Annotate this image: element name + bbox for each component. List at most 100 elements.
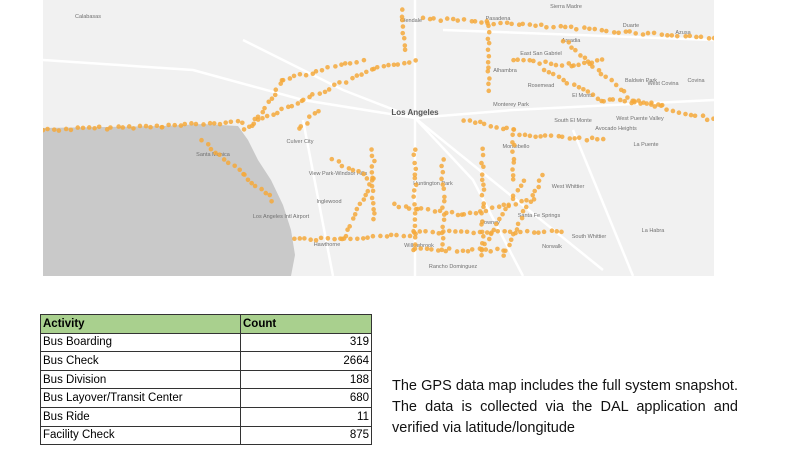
gps-point <box>56 128 62 133</box>
gps-point <box>569 63 574 69</box>
gps-map: Calabasas Glendale Pasadena Sierra Madre Dua… <box>43 0 714 276</box>
gps-point <box>205 141 211 147</box>
gps-point <box>551 24 556 30</box>
gps-point <box>441 157 446 162</box>
gps-point <box>469 19 475 24</box>
place-label: La Puente <box>633 142 658 148</box>
gps-point <box>401 233 407 239</box>
gps-point <box>352 212 358 217</box>
gps-point <box>603 74 608 80</box>
table-row: Bus Boarding 319 <box>40 332 372 353</box>
gps-point <box>345 227 350 233</box>
gps-point <box>576 62 581 68</box>
gps-point <box>455 212 461 218</box>
gps-point <box>264 113 270 119</box>
place-label: Avocado Heights <box>595 126 637 132</box>
gps-point <box>510 149 515 154</box>
count-cell: 188 <box>240 369 372 390</box>
gps-point <box>627 29 632 34</box>
gps-point <box>356 168 361 174</box>
gps-point <box>483 247 489 252</box>
gps-point <box>542 133 548 138</box>
gps-point <box>494 125 499 130</box>
count-cell: 319 <box>240 332 372 353</box>
gps-point <box>520 208 526 214</box>
gps-point <box>372 158 377 164</box>
gps-point <box>566 39 572 45</box>
gps-point <box>418 206 424 211</box>
gps-point <box>413 58 418 63</box>
gps-point <box>502 228 507 234</box>
gps-point <box>548 133 554 138</box>
gps-point <box>481 182 486 187</box>
gps-point <box>402 60 407 66</box>
gps-point <box>536 184 541 190</box>
gps-point <box>232 163 238 169</box>
gps-point <box>310 92 315 97</box>
gps-point <box>658 103 664 108</box>
gps-point <box>497 216 502 222</box>
gps-point <box>489 205 495 210</box>
gps-point <box>329 156 335 162</box>
gps-point <box>510 167 515 172</box>
gps-point <box>325 64 330 70</box>
gps-point <box>510 132 515 138</box>
gps-point <box>432 209 438 214</box>
gps-point <box>491 227 497 233</box>
gps-points <box>43 7 714 258</box>
gps-point <box>622 98 628 104</box>
place-label: Arcadia <box>562 38 582 44</box>
gps-point <box>479 192 485 198</box>
gps-point <box>80 125 86 131</box>
gps-point <box>182 121 188 127</box>
gps-point <box>241 127 247 132</box>
gps-point <box>518 183 524 189</box>
gps-point <box>446 246 452 251</box>
place-label: Inglewood <box>316 199 341 205</box>
gps-point <box>648 102 654 107</box>
gps-point <box>374 64 380 70</box>
gps-point <box>364 69 369 75</box>
gps-point <box>444 210 449 216</box>
gps-point <box>259 186 264 192</box>
gps-point <box>564 81 570 86</box>
gps-point <box>199 137 204 143</box>
place-label: Calabasas <box>75 14 101 20</box>
gps-point <box>411 188 417 193</box>
gps-point <box>424 246 430 252</box>
gps-point <box>266 99 272 105</box>
gps-point <box>623 29 629 34</box>
gps-point <box>453 229 458 234</box>
gps-point <box>440 224 445 230</box>
gps-point <box>412 235 418 240</box>
gps-point <box>360 236 366 241</box>
gps-point <box>479 177 485 183</box>
place-label: Glendale <box>400 18 422 24</box>
gps-point <box>599 57 605 62</box>
gps-point <box>370 233 376 239</box>
gps-point <box>674 33 680 39</box>
place-label: Rancho Dominguez <box>429 264 478 270</box>
gps-point <box>665 33 670 38</box>
gps-point <box>558 23 564 29</box>
gps-point <box>485 20 490 26</box>
gps-point <box>595 96 601 102</box>
gps-point <box>225 160 231 166</box>
activity-cell: Bus Check <box>40 351 241 371</box>
gps-point <box>240 120 245 126</box>
gps-point <box>439 163 444 169</box>
gps-point <box>425 206 431 212</box>
gps-point <box>413 231 418 237</box>
gps-point <box>531 230 537 235</box>
gps-point <box>348 236 353 242</box>
gps-point <box>479 160 484 166</box>
place-label: West Covina <box>647 81 679 87</box>
gps-point <box>561 77 566 83</box>
gps-point <box>472 120 478 126</box>
gps-point <box>337 80 342 85</box>
gps-point <box>515 57 520 62</box>
gps-point <box>418 246 424 251</box>
gps-point <box>553 62 559 68</box>
gps-point <box>305 121 310 126</box>
gps-point <box>154 123 160 129</box>
